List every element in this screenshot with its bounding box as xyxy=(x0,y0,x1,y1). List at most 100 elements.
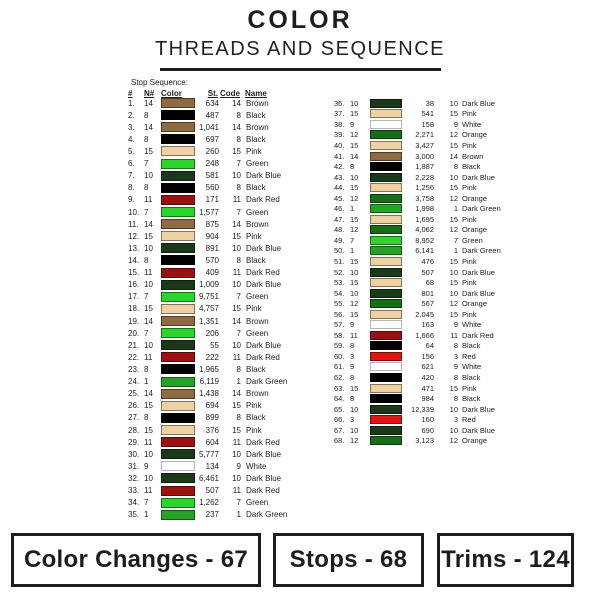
stitch-count: 1,577 xyxy=(198,207,219,217)
trims-box: Trims - 124 xyxy=(437,533,574,587)
stop-index: 28. xyxy=(128,425,140,435)
table-row: 23. 8 1,965 8 Black xyxy=(128,363,287,375)
header-color: Color xyxy=(161,88,182,98)
stop-index: 33. xyxy=(128,486,140,496)
header-name: Name xyxy=(245,88,267,98)
stop-index: 8. xyxy=(128,183,135,193)
stitch-count: 376 xyxy=(205,425,219,435)
thread-color-swatch xyxy=(161,146,195,157)
thread-color-name: Red xyxy=(462,351,476,361)
thread-code: 10 xyxy=(232,280,241,290)
needle-number: 10 xyxy=(350,425,359,435)
thread-color-name: Dark Blue xyxy=(462,172,495,182)
thread-color-swatch xyxy=(161,291,195,302)
thread-color-name: Pink xyxy=(246,425,262,435)
table-header: # N# Color St. Code Name xyxy=(128,87,267,99)
page-title: COLOR xyxy=(247,6,353,34)
table-row: 14. 8 570 8 Black xyxy=(128,254,287,266)
thread-color-name: Dark Blue xyxy=(462,288,495,298)
table-row: 15. 11 409 11 Dark Red xyxy=(128,267,287,279)
thread-code: 11 xyxy=(232,437,241,447)
stitch-count: 541 xyxy=(421,109,434,119)
needle-number: 8 xyxy=(144,134,149,144)
needle-number: 8 xyxy=(144,110,149,120)
stop-index: 13. xyxy=(128,243,140,253)
stitch-count: 875 xyxy=(205,219,219,229)
thread-color-swatch xyxy=(161,364,195,375)
needle-number: 12 xyxy=(350,299,359,309)
stitch-count: 1,965 xyxy=(198,364,219,374)
thread-color-swatch xyxy=(370,235,402,245)
thread-color-name: Brown xyxy=(246,122,269,132)
needle-number: 15 xyxy=(350,109,359,119)
needle-number: 14 xyxy=(144,219,153,229)
needle-number: 8 xyxy=(350,341,355,351)
thread-color-swatch xyxy=(370,172,402,182)
stitch-count: 222 xyxy=(205,352,219,362)
table-row: 61. 9 621 9 White xyxy=(334,362,501,373)
table-row: 35. 1 237 1 Dark Green xyxy=(128,509,287,521)
stop-index: 67. xyxy=(334,425,345,435)
header-code: Code xyxy=(220,88,240,98)
thread-code: 11 xyxy=(450,330,458,340)
thread-code: 7 xyxy=(236,292,241,302)
stitch-count: 801 xyxy=(421,288,434,298)
thread-color-name: Dark Blue xyxy=(246,243,282,253)
table-row: 58. 11 1,666 11 Dark Red xyxy=(334,330,501,341)
needle-number: 14 xyxy=(350,151,359,161)
thread-color-swatch xyxy=(161,485,195,496)
thread-color-swatch xyxy=(161,316,195,327)
stop-index: 45. xyxy=(334,193,345,203)
stop-index: 35. xyxy=(128,510,140,520)
stop-index: 12. xyxy=(128,231,140,241)
thread-code: 15 xyxy=(449,256,458,266)
stitch-count: 420 xyxy=(421,372,434,382)
table-row: 45. 12 3,758 12 Orange xyxy=(334,193,501,204)
stitch-count: 163 xyxy=(421,320,434,330)
thread-code: 11 xyxy=(232,195,241,205)
table-row: 67. 10 690 10 Dark Blue xyxy=(334,425,501,436)
thread-color-name: Brown xyxy=(246,219,269,229)
needle-number: 10 xyxy=(350,267,359,277)
needle-number: 15 xyxy=(350,214,359,224)
needle-number: 8 xyxy=(350,394,355,404)
thread-color-swatch xyxy=(370,246,402,256)
thread-color-name: Orange xyxy=(462,225,488,235)
thread-code: 12 xyxy=(449,225,458,235)
stitch-count: 171 xyxy=(205,195,219,205)
thread-color-swatch xyxy=(161,340,195,351)
thread-color-name: Red xyxy=(462,415,476,425)
thread-color-swatch xyxy=(161,255,195,266)
thread-code: 3 xyxy=(453,415,458,425)
stitch-count: 6,141 xyxy=(415,246,434,256)
thread-code: 8 xyxy=(236,134,241,144)
thread-color-name: Pink xyxy=(462,183,477,193)
stitch-count: 697 xyxy=(205,134,219,144)
table-row: 44. 15 1,256 15 Pink xyxy=(334,182,501,193)
table-row: 48. 12 4,062 12 Orange xyxy=(334,225,501,236)
needle-number: 7 xyxy=(144,207,149,217)
stitch-count: 3,123 xyxy=(415,436,434,446)
thread-color-name: Dark Green xyxy=(462,204,501,214)
page-subtitle: THREADS AND SEQUENCE xyxy=(154,38,446,60)
thread-color-swatch xyxy=(370,320,402,330)
thread-color-swatch xyxy=(370,425,402,435)
stitch-count: 6,119 xyxy=(199,377,219,387)
stitch-count: 3,000 xyxy=(415,151,434,161)
needle-number: 3 xyxy=(350,351,355,361)
stitch-count: 1,695 xyxy=(415,214,434,224)
stitch-count: 891 xyxy=(205,243,219,253)
table-row: 9. 11 171 11 Dark Red xyxy=(128,194,287,206)
stop-index: 53. xyxy=(334,278,345,288)
needle-number: 10 xyxy=(144,171,153,181)
thread-color-swatch xyxy=(161,267,195,278)
needle-number: 1 xyxy=(350,204,355,214)
needle-number: 10 xyxy=(144,340,153,350)
thread-color-swatch xyxy=(370,330,402,340)
thread-code: 15 xyxy=(449,278,458,288)
stop-index: 11. xyxy=(128,219,139,229)
thread-color-name: Pink xyxy=(246,231,262,241)
stop-index: 59. xyxy=(334,341,345,351)
thread-color-name: Pink xyxy=(246,146,262,156)
stitch-count: 3,758 xyxy=(415,193,434,203)
